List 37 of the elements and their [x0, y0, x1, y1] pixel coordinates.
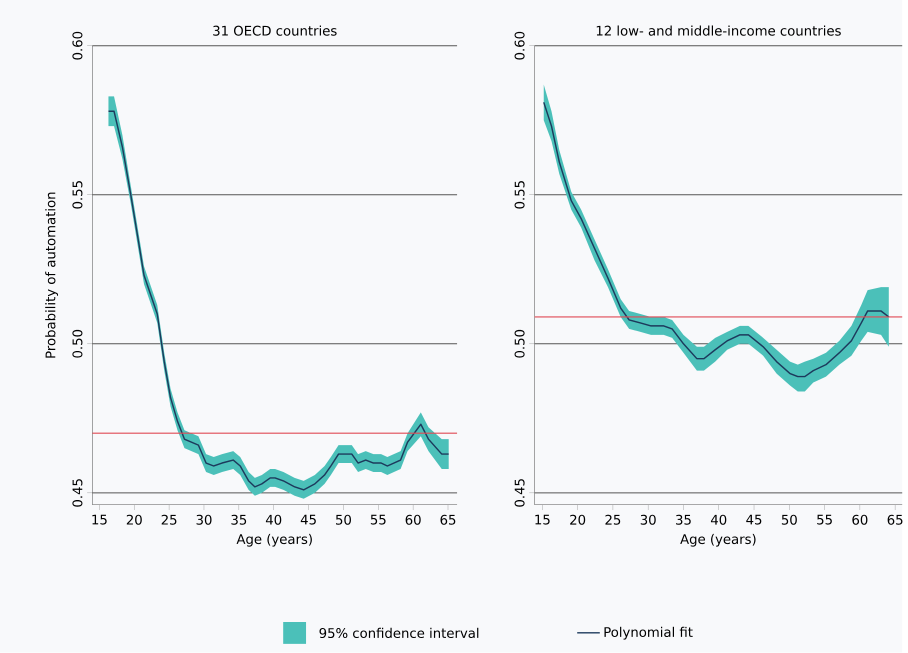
x-tick-label: 25	[162, 514, 176, 525]
x-tick-label: 60	[406, 514, 421, 525]
x-tick-label: 50	[782, 514, 797, 525]
text: 95% confidence interval	[320, 628, 478, 638]
x-tick-label: 35	[231, 514, 246, 525]
x-tick-label: 40	[710, 514, 726, 525]
y-tick-label: 0.50	[514, 330, 525, 358]
chart-title: 12 low- and middle-income countries	[596, 26, 841, 36]
x-tick-label: 15	[535, 514, 550, 525]
x-tick-label: 55	[370, 514, 386, 525]
x-tick-label: 30	[196, 514, 212, 525]
x-tick-label: 55	[817, 514, 832, 525]
y-tick-label: 0.50	[72, 330, 82, 358]
x-axis-title: Age (years)	[236, 534, 312, 547]
y-tick-label: 0.60	[514, 32, 525, 60]
x-tick-label: 45	[300, 514, 316, 525]
x-tick-label: 25	[605, 514, 620, 525]
y-tick-label: 0.45	[514, 479, 525, 507]
y-tick-label: 0.55	[514, 181, 525, 209]
x-tick-label: 15	[92, 514, 107, 525]
legend-label: Polynomial fit	[604, 626, 693, 640]
y-axis-title: Probability of automation	[45, 192, 58, 358]
x-tick-label: 40	[266, 514, 282, 525]
chart-title: 31 OECD countries	[213, 26, 337, 36]
x-tick-label: 35	[676, 514, 691, 525]
x-tick-label: 30	[640, 514, 656, 525]
x-tick-label: 45	[746, 514, 762, 525]
x-axis-title: Age (years)	[680, 534, 756, 547]
y-tick-label: 0.60	[72, 32, 82, 60]
y-tick-label: 0.45	[72, 479, 82, 507]
x-tick-label: 65	[888, 514, 902, 525]
x-tick-label: 50	[336, 514, 351, 525]
x-tick-label: 20	[570, 514, 586, 525]
y-tick-label: 0.55	[72, 181, 82, 209]
x-tick-label: 20	[126, 514, 142, 525]
x-tick-label: 65	[440, 514, 456, 525]
x-tick-label: 60	[852, 514, 868, 525]
